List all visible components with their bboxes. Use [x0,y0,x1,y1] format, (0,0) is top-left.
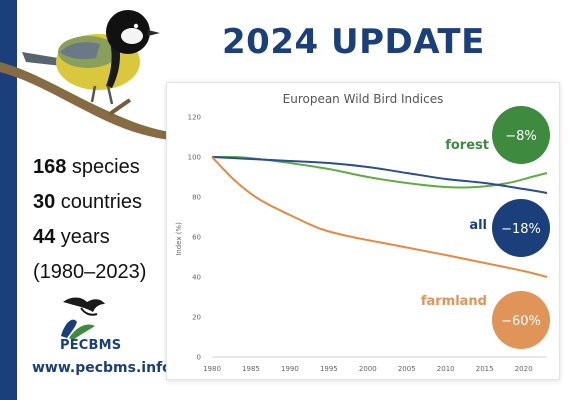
y-axis-ticks: 0 20 40 60 80 100 120 [188,114,201,362]
stats-block: 168 species 30 countries 44 years (1980–… [33,150,183,290]
badge-farmland-circle [492,291,550,349]
x-tick-label: 2020 [515,365,533,373]
y-tick-label: 80 [192,194,201,202]
badge-all-circle [492,199,550,257]
page-title: 2024 UPDATE [222,22,485,62]
series-label-all: all [469,218,487,233]
bird-index-chart: European Wild Bird Indices Index (%) 0 20… [175,92,550,373]
x-tick-label: 2000 [359,365,377,373]
y-axis-label: Index (%) [175,222,183,256]
y-tick-label: 60 [192,234,201,242]
stat-species: 168 species [33,156,140,178]
great-tit-bird-illustration [0,10,170,140]
series-line-forest [211,155,548,189]
series-label-forest: forest [445,138,489,153]
y-tick-label: 20 [192,314,201,322]
pecbms-logo-icon [61,297,105,340]
x-tick-label: 1985 [242,365,260,373]
stat-countries: 30 countries [33,191,142,213]
series-line-all [211,156,548,194]
x-axis-ticks: 1980 1985 1990 1995 2000 2005 2010 2015 2020 [203,365,532,373]
x-tick-label: 1990 [281,365,299,373]
series-badges: −8% forest −18% all −60% farmland [421,106,550,349]
x-tick-label: 1980 [203,365,221,373]
x-tick-label: 2005 [398,365,416,373]
x-tick-label: 2010 [437,365,455,373]
series-lines [211,155,548,278]
pecbms-logo-text: PECBMS [60,338,122,353]
left-accent-bar [0,0,17,400]
y-tick-label: 100 [188,154,201,162]
chart-title: European Wild Bird Indices [283,92,444,106]
x-tick-label: 2015 [476,365,494,373]
series-label-farmland: farmland [421,294,487,309]
badge-forest-circle [492,106,550,164]
y-tick-label: 40 [192,274,201,282]
y-tick-label: 120 [188,114,201,122]
badge-all-value: −18% [501,222,541,237]
chart-panel: European Wild Bird Indices Index (%) 0 20… [166,82,560,380]
stat-period: (1980–2023) [33,261,147,283]
y-tick-label: 0 [197,354,201,362]
badge-forest-value: −8% [505,129,537,144]
x-tick-label: 1995 [320,365,338,373]
series-line-farmland [211,156,548,278]
badge-farmland-value: −60% [501,314,541,329]
stat-years: 44 years [33,226,110,248]
website-link[interactable]: www.pecbms.info [32,360,172,376]
